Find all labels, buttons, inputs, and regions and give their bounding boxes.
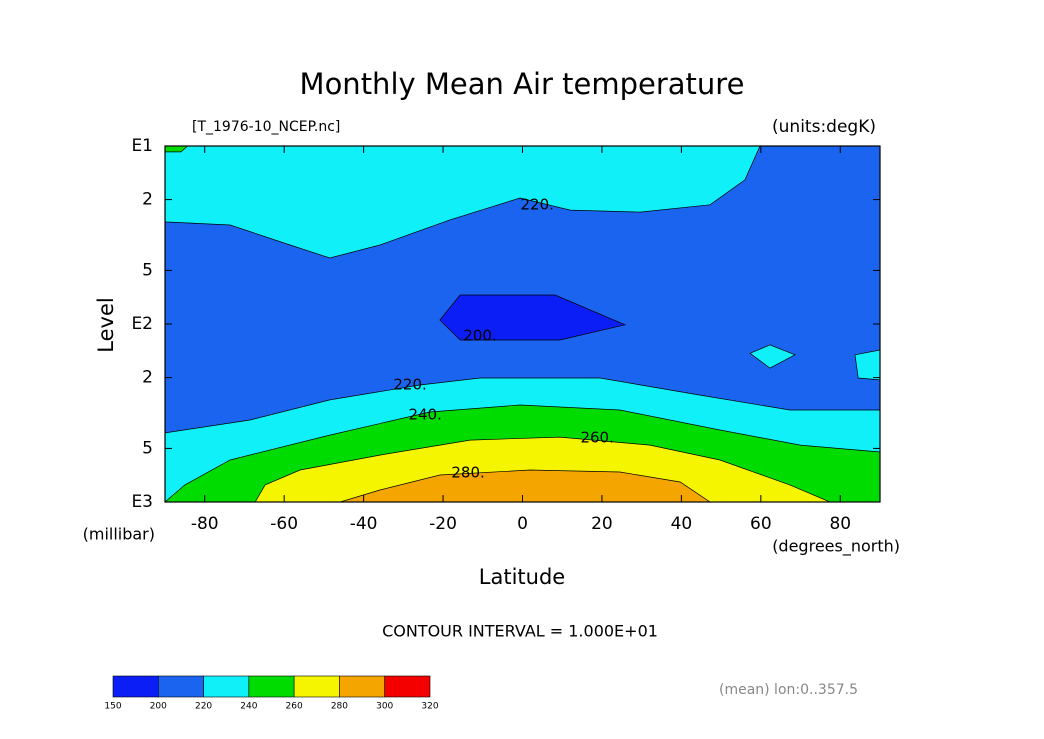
x-units: (degrees_north) xyxy=(772,537,900,557)
chart-title: Monthly Mean Air temperature xyxy=(300,67,745,101)
y-tick-label: E1 xyxy=(131,136,153,156)
contour-interval: CONTOUR INTERVAL = 1.000E+01 xyxy=(382,622,658,641)
colorbar-swatch xyxy=(157,675,204,698)
x-tick-label: 60 xyxy=(750,514,772,534)
axes: 220. 200. 220. 240. 260. 280. -80 -60 -40 -20 0 20 4… xyxy=(131,136,881,534)
contour-label: 220. xyxy=(520,195,553,213)
x-tick-label: -60 xyxy=(270,514,298,534)
colorbar-swatch xyxy=(384,675,431,698)
contour-region xyxy=(165,146,189,153)
x-tick-label: 80 xyxy=(829,514,851,534)
footer: (mean) lon:0..357.5 xyxy=(719,682,858,698)
colorbar-swatch xyxy=(203,675,250,698)
y-tick-label: E3 xyxy=(131,492,153,512)
x-axis-label: Latitude xyxy=(479,565,565,589)
contour-region xyxy=(854,349,880,381)
plot-area xyxy=(165,146,880,502)
colorbar-swatch xyxy=(293,675,340,698)
colorbar-label: 200 xyxy=(150,702,167,712)
x-tick-label: -20 xyxy=(429,514,457,534)
contour-region xyxy=(749,344,796,369)
colorbar-label: 320 xyxy=(421,702,438,712)
contour-label: 240. xyxy=(408,405,441,423)
y-tick-label: 5 xyxy=(142,260,153,280)
colorbar-swatch xyxy=(112,675,159,698)
x-tick-label: -80 xyxy=(191,514,219,534)
colorbar-label: 260 xyxy=(286,702,303,712)
x-tick-label: 40 xyxy=(671,514,693,534)
contour-region xyxy=(165,146,761,259)
y-tick-label: 2 xyxy=(142,190,153,210)
y-tick-label: E2 xyxy=(131,314,153,334)
contour-region xyxy=(439,294,627,341)
subtitle-left: [T_1976-10_NCEP.nc] xyxy=(192,119,340,135)
x-tick-label: 20 xyxy=(591,514,613,534)
contour-label: 220. xyxy=(393,375,426,393)
colorbar-swatch xyxy=(248,675,295,698)
colorbar-swatch xyxy=(339,675,386,698)
y-axis-label: Level xyxy=(94,297,118,352)
contour-label: 200. xyxy=(463,327,496,345)
colorbar-label: 280 xyxy=(331,702,348,712)
x-tick-label: -40 xyxy=(350,514,378,534)
y-units: (millibar) xyxy=(83,525,155,544)
x-tick-label: 0 xyxy=(517,514,528,534)
contour-label: 280. xyxy=(451,463,484,481)
colorbar-label: 300 xyxy=(376,702,393,712)
contour-label: 260. xyxy=(580,429,613,447)
colorbar-label: 150 xyxy=(104,702,121,712)
y-tick-label: 2 xyxy=(142,368,153,388)
contour-region xyxy=(340,469,711,502)
y-tick-label: 5 xyxy=(142,438,153,458)
colorbar-label: 240 xyxy=(240,702,257,712)
subtitle-right: (units:degK) xyxy=(772,117,876,137)
colorbar-label: 220 xyxy=(195,702,212,712)
